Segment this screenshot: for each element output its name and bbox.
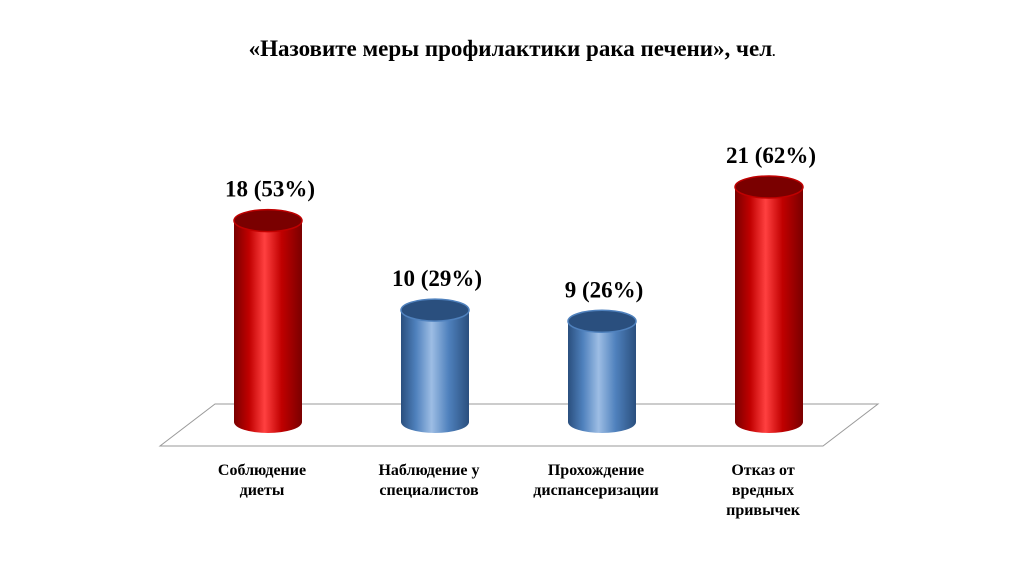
chart-title: «Назовите меры профилактики рака печени»… bbox=[249, 36, 776, 61]
bar-body bbox=[735, 187, 803, 433]
bar-body bbox=[568, 321, 636, 433]
bar-body bbox=[401, 310, 469, 433]
bar-top bbox=[567, 309, 637, 334]
value-label: 18 (53%) bbox=[225, 177, 315, 202]
bars-layer bbox=[233, 175, 804, 433]
bar-body bbox=[234, 220, 302, 433]
category-label: Наблюдение у специалистов bbox=[378, 462, 479, 499]
bar bbox=[400, 298, 470, 433]
bar bbox=[734, 175, 804, 433]
bar bbox=[233, 208, 303, 433]
chart-floor bbox=[158, 403, 880, 447]
category-label: Отказ от вредных привычек bbox=[726, 462, 801, 519]
bar bbox=[567, 309, 637, 433]
bar-top bbox=[734, 175, 804, 199]
value-label: 10 (29%) bbox=[392, 266, 482, 291]
category-label: Соблюдение диеты bbox=[218, 462, 306, 499]
category-labels-layer: Соблюдение диеты Наблюдение у специалистов П… bbox=[218, 462, 801, 519]
bar-top bbox=[233, 208, 303, 233]
value-label: 21 (62%) bbox=[726, 143, 816, 168]
bar-top bbox=[400, 298, 470, 322]
category-label: Прохождение диспансеризации bbox=[533, 462, 658, 499]
value-label: 9 (26%) bbox=[565, 277, 644, 302]
value-labels-layer: 18 (53%) 10 (29%) 9 (26%) 21 (62%) bbox=[225, 143, 816, 302]
